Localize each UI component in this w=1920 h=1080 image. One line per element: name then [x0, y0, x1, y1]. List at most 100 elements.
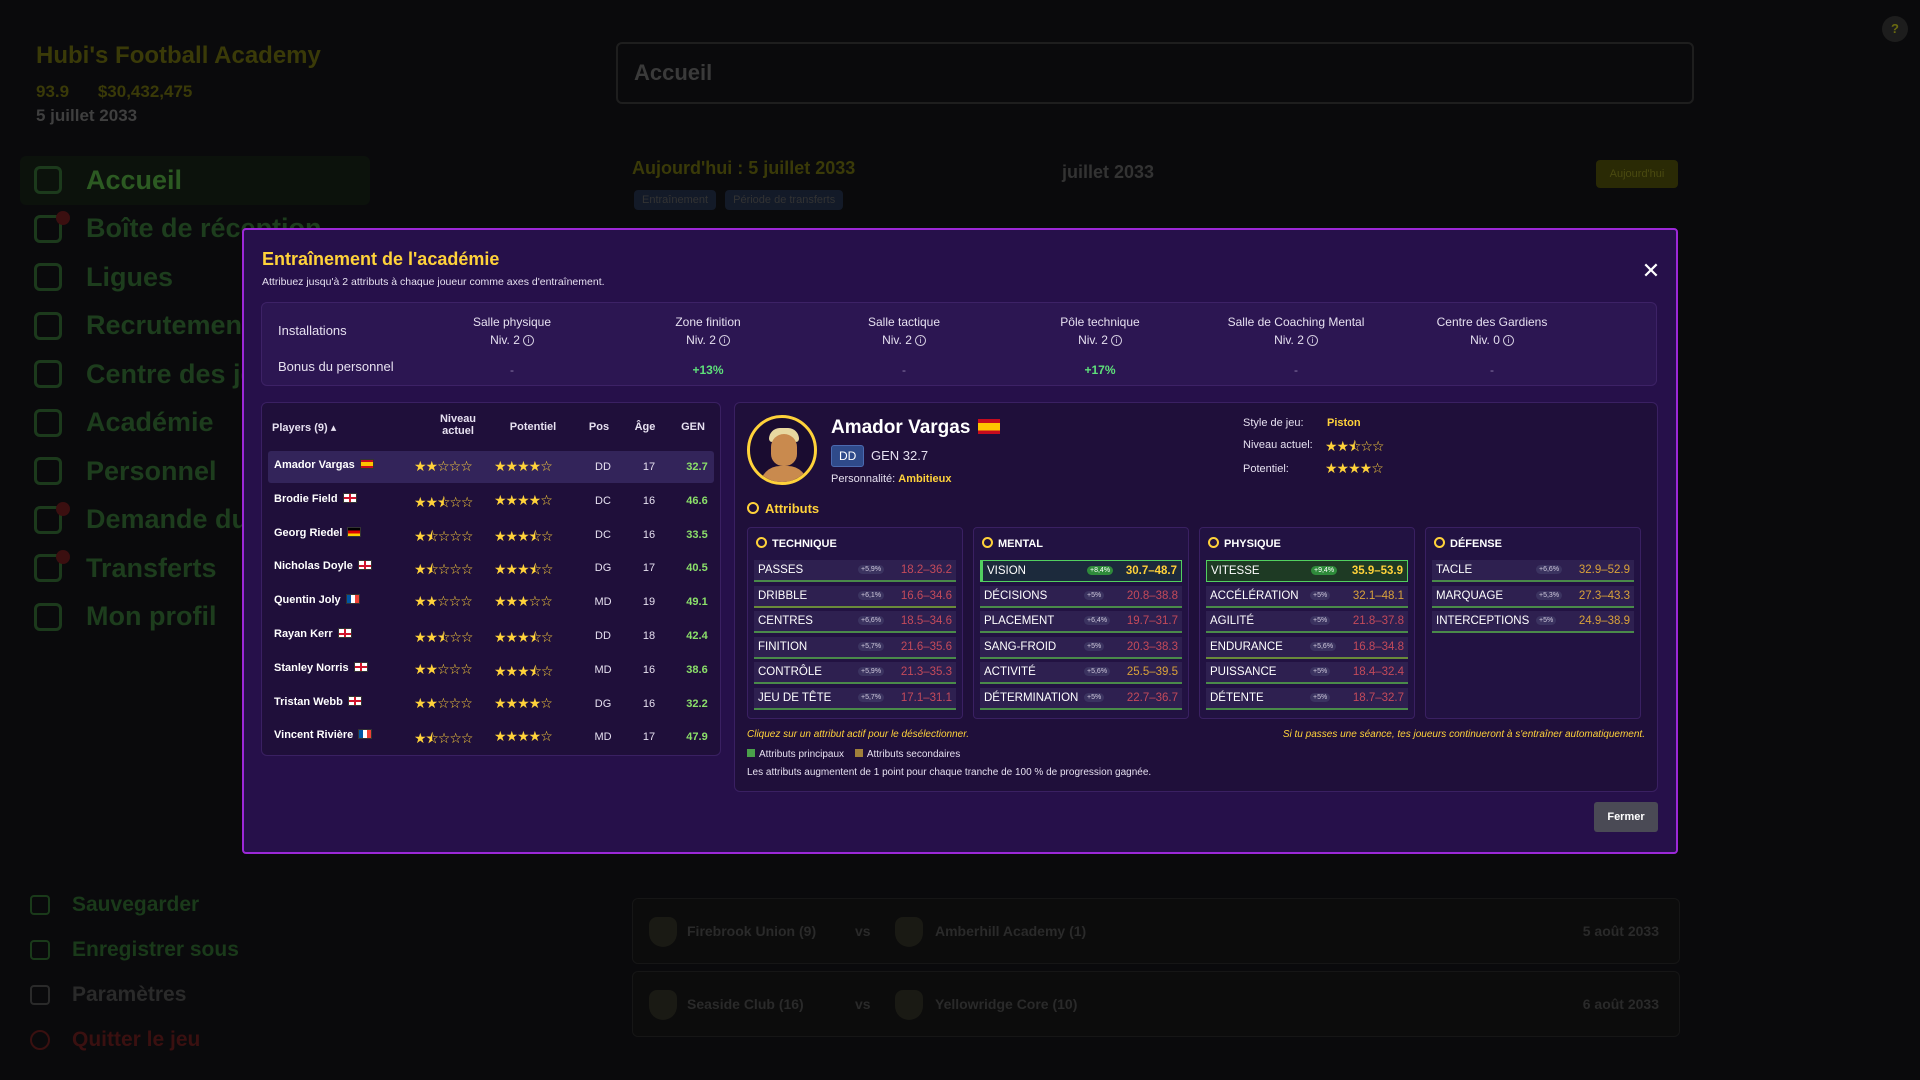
gen-column-header[interactable]: GEN — [681, 421, 705, 433]
attribute-category-technique: TECHNIQUE PASSES +5,9% 18.2–36.2 DRIBBLE +6,1… — [747, 527, 963, 719]
attribute-name: PASSES — [758, 564, 804, 576]
attribute-row[interactable]: DRIBBLE +6,1% 16.6–34.6 — [754, 585, 956, 608]
legend-main: Attributs principaux — [759, 749, 845, 760]
player-row[interactable]: Quentin Joly ★★☆☆☆ ★★★☆☆ MD 19 49.1 — [268, 586, 714, 618]
attribute-row[interactable]: CONTRÔLE +5,9% 21.3–35.3 — [754, 662, 956, 685]
nav-item-6[interactable]: Personnel — [20, 447, 370, 496]
facility-bonus: +17% — [1084, 363, 1116, 377]
player-name-text: Amador Vargas — [831, 417, 971, 438]
attribute-name: AGILITÉ — [1210, 615, 1255, 628]
players-column-header[interactable]: Players (9) ▴ — [272, 422, 337, 434]
attribute-row[interactable]: VITESSE +9,4% 35.9–53.9 — [1206, 560, 1408, 582]
attribute-row[interactable]: DÉCISIONS +5% 20.8–38.8 — [980, 585, 1182, 608]
info-icon[interactable]: i — [914, 335, 926, 347]
bottom-nav-label: Sauvegarder — [72, 892, 200, 916]
attribute-bonus: +5,7% — [858, 693, 885, 702]
attribute-range: 16.6–34.6 — [900, 589, 952, 602]
bottom-nav-item-2[interactable]: Paramètres — [30, 972, 239, 1017]
attribute-range: 21.8–37.8 — [1352, 615, 1404, 628]
nav-item-3[interactable]: Recrutement — [20, 302, 370, 351]
nav-item-2[interactable]: Ligues — [20, 253, 370, 302]
attribute-name: SANG-FROID — [984, 640, 1057, 653]
attribute-bonus: +5% — [1310, 667, 1331, 677]
player-row[interactable]: Stanley Norris ★★☆☆☆ ★★★⯪☆ MD 16 38.6 — [268, 654, 714, 686]
match-row[interactable]: Firebrook Union (9) vs Amberhill Academy (… — [632, 898, 1680, 964]
age-column-header[interactable]: Âge — [634, 421, 656, 433]
potential-stars: ★★★★☆ — [494, 491, 553, 508]
bottom-nav-item-1[interactable]: Enregistrer sous — [30, 927, 239, 972]
attribute-row[interactable]: TACLE +6,6% 32.9–52.9 — [1432, 560, 1634, 582]
player-row[interactable]: Tristan Webb ★★☆☆☆ ★★★★☆ DG 16 32.2 — [268, 688, 714, 720]
today-button[interactable]: Aujourd'hui — [1596, 160, 1678, 188]
attribute-row[interactable]: ACCÉLÉRATION +5% 32.1–48.1 — [1206, 585, 1408, 608]
info-icon[interactable]: i — [522, 335, 534, 347]
nav-item-0[interactable]: Accueil — [20, 156, 370, 205]
club-rating: 93.9 — [36, 82, 70, 101]
attribute-row[interactable]: FINITION +5,7% 21.6–35.6 — [754, 636, 956, 659]
attribute-row[interactable]: PASSES +5,9% 18.2–36.2 — [754, 560, 956, 582]
home-crest-icon — [649, 990, 677, 1020]
staff-bonus-label: Bonus du personnel — [278, 359, 394, 374]
info-icon[interactable]: i — [718, 335, 730, 347]
attribute-name: TACLE — [1436, 564, 1473, 576]
bottom-nav-item-3[interactable]: Quitter le jeu — [30, 1017, 239, 1062]
player-name: Brodie Field — [274, 492, 357, 505]
attribute-row[interactable]: JEU DE TÊTE +5,7% 17.1–31.1 — [754, 688, 956, 710]
player-row[interactable]: Georg Riedel ★⯪☆☆☆ ★★★⯪☆ DC 16 33.5 — [268, 519, 714, 551]
graduation-icon — [34, 408, 62, 437]
pos-column-header[interactable]: Pos — [588, 421, 610, 433]
flag-icon — [342, 492, 357, 503]
player-position: DC — [595, 494, 611, 507]
attribute-row[interactable]: AGILITÉ +5% 21.8–37.8 — [1206, 611, 1408, 634]
profile-icon — [34, 602, 62, 631]
current-level-stars: ★★⯪☆☆ — [1325, 438, 1384, 454]
attribute-bonus: +5% — [1310, 616, 1331, 626]
player-row[interactable]: Amador Vargas ★★☆☆☆ ★★★★☆ DD 17 32.7 — [268, 451, 714, 483]
nav-item-5[interactable]: Académie — [20, 399, 370, 448]
attribute-row[interactable]: VISION +8,4% 30.7–48.7 — [980, 560, 1182, 582]
info-icon[interactable]: i — [1306, 335, 1318, 347]
attribute-row[interactable]: MARQUAGE +5,3% 27.3–43.3 — [1432, 585, 1634, 608]
player-gen: 42.4 — [686, 630, 708, 642]
player-row[interactable]: Vincent Rivière ★⯪☆☆☆ ★★★★☆ MD 17 47.9 — [268, 721, 714, 753]
personality-value: Ambitieux — [898, 473, 952, 485]
attribute-category-mental: MENTAL VISION +8,4% 30.7–48.7 DÉCISIONS +5% 20… — [973, 527, 1189, 719]
nav-item-7[interactable]: Demande du — [20, 496, 370, 545]
close-icon[interactable]: ✕ — [1641, 258, 1661, 283]
modal-title: Entraînement de l'académie — [262, 249, 500, 269]
bottom-nav-item-0[interactable]: Sauvegarder — [30, 882, 239, 927]
attribute-row[interactable]: PUISSANCE +5% 18.4–32.4 — [1206, 662, 1408, 685]
potential-stars: ★★★⯪☆ — [494, 527, 553, 544]
player-age: 17 — [642, 731, 656, 744]
player-row[interactable]: Brodie Field ★★⯪☆☆ ★★★★☆ DC 16 46.6 — [268, 485, 714, 517]
attribute-row[interactable]: DÉTERMINATION +5% 22.7–36.7 — [980, 688, 1182, 710]
info-icon[interactable]: i — [1110, 335, 1122, 347]
away-crest-icon — [895, 990, 923, 1020]
nav-item-8[interactable]: Transferts — [20, 544, 370, 593]
current-level-column-header[interactable]: Niveau actuel — [439, 413, 477, 437]
player-row[interactable]: Nicholas Doyle ★⯪☆☆☆ ★★★⯪☆ DG 17 40.5 — [268, 552, 714, 584]
attribute-row[interactable]: SANG-FROID +5% 20.3–38.3 — [980, 636, 1182, 659]
secondary-attr-swatch — [854, 749, 863, 757]
nav-item-9[interactable]: Mon profil — [20, 593, 370, 642]
close-button[interactable]: Fermer — [1594, 802, 1658, 832]
potential-stars: ★★★⯪☆ — [494, 629, 553, 645]
attribute-name: FINITION — [758, 640, 808, 653]
player-age: 16 — [642, 697, 656, 710]
player-row[interactable]: Rayan Kerr ★★⯪☆☆ ★★★⯪☆ DD 18 42.4 — [268, 620, 714, 652]
spain-flag-icon — [978, 419, 1001, 434]
info-icon[interactable]: i — [1502, 335, 1514, 347]
help-icon[interactable]: ? — [1882, 16, 1908, 42]
attribute-bonus: +5% — [1536, 616, 1557, 626]
attribute-row[interactable]: ENDURANCE +5,6% 16.8–34.8 — [1206, 636, 1408, 659]
attribute-row[interactable]: CENTRES +6,6% 18.5–34.6 — [754, 611, 956, 634]
match-row[interactable]: Seaside Club (16) vs Yellowridge Core (10)… — [632, 971, 1680, 1037]
potential-column-header[interactable]: Potentiel — [509, 421, 557, 433]
attribute-row[interactable]: INTERCEPTIONS +5% 24.9–38.9 — [1432, 611, 1634, 634]
attribute-row[interactable]: ACTIVITÉ +5,6% 25.5–39.5 — [980, 662, 1182, 685]
attribute-row[interactable]: DÉTENTE +5% 18.7–32.7 — [1206, 688, 1408, 710]
attribute-row[interactable]: PLACEMENT +6,4% 19.7–31.7 — [980, 611, 1182, 634]
attribute-name: DRIBBLE — [758, 589, 808, 602]
